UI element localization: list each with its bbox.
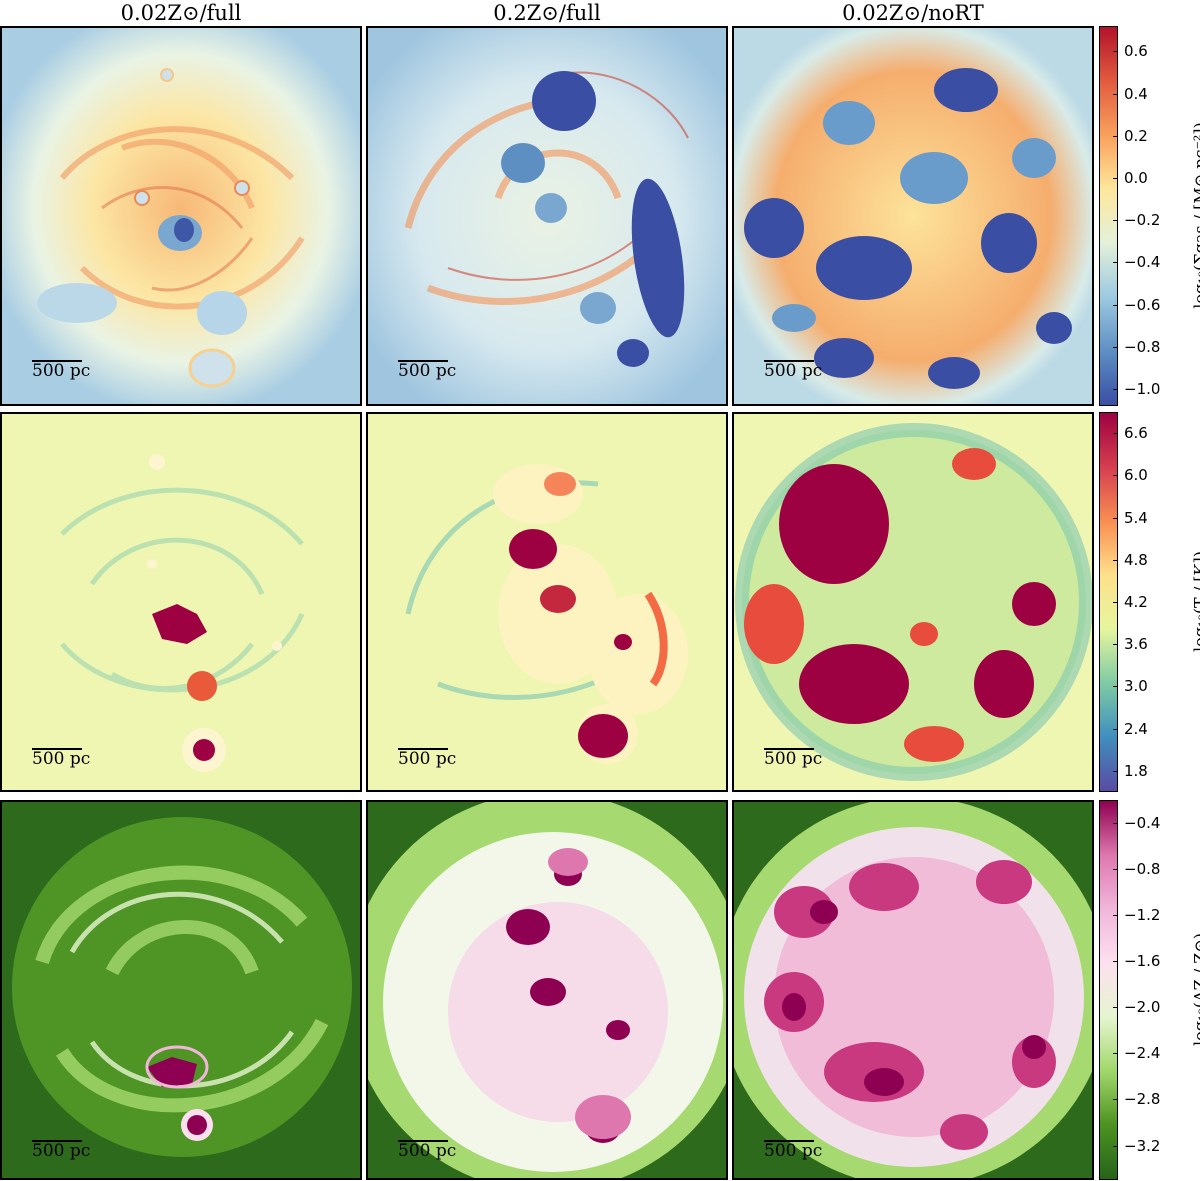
scale-bar-line bbox=[398, 748, 448, 750]
temperature-map-0p02-full: 500 pc bbox=[0, 412, 362, 792]
colorbar-tick-mark bbox=[1113, 602, 1118, 603]
colorbar-tick-label: −3.2 bbox=[1124, 1136, 1161, 1155]
colorbar-tick-label: 4.2 bbox=[1124, 593, 1148, 611]
sigma-gas-colorbar bbox=[1099, 26, 1118, 406]
colorbar-tick-mark bbox=[1113, 304, 1118, 306]
colorbar-tick-label: −0.4 bbox=[1124, 814, 1161, 832]
colorbar-tick-mark bbox=[1113, 823, 1118, 824]
scale-bar-label: 500 pc bbox=[764, 1141, 823, 1161]
colorbar-tick-mark bbox=[1113, 93, 1118, 95]
colorbar-tick-label: −2.0 bbox=[1124, 998, 1161, 1017]
colorbar-tick-mark bbox=[1113, 728, 1118, 730]
colorbar-tick-label: −1.6 bbox=[1124, 952, 1161, 971]
scale-bar-label: 500 pc bbox=[32, 1141, 91, 1161]
colorbar-tick-mark bbox=[1113, 346, 1118, 348]
colorbar-tick-label: 6.0 bbox=[1124, 466, 1148, 485]
colorbar-tick-label: 2.4 bbox=[1124, 719, 1148, 738]
sigma-gas-colorbar-label: log₁₀(Σgas / [M⊙ pc⁻²]) bbox=[1190, 122, 1200, 309]
scale-bar-label: 500 pc bbox=[398, 361, 457, 381]
colorbar-tick-label: −0.8 bbox=[1124, 860, 1161, 879]
colorbar-tick-label: −2.4 bbox=[1124, 1044, 1161, 1063]
sigma-gas-map-0p2-full: 500 pc bbox=[366, 26, 728, 406]
metallicity-map-0p02-full: 500 pc bbox=[0, 800, 362, 1180]
colorbar-tick-mark bbox=[1113, 178, 1118, 179]
metallicity-colorbar bbox=[1099, 800, 1118, 1180]
colorbar-tick-mark bbox=[1113, 475, 1118, 477]
scale-bar-label: 500 pc bbox=[764, 361, 823, 381]
scale-bar-label: 500 pc bbox=[764, 749, 823, 769]
colorbar-tick-mark bbox=[1113, 1099, 1118, 1101]
colorbar-tick-mark bbox=[1113, 686, 1118, 688]
scale-bar-line bbox=[764, 360, 814, 362]
column-title-2: 0.2Z⊙/full bbox=[493, 1, 601, 25]
colorbar-tick-mark bbox=[1113, 517, 1118, 519]
sigma-gas-map-0p02-nort: 500 pc bbox=[732, 26, 1094, 406]
scale-bar-line bbox=[764, 748, 814, 750]
colorbar-tick-label: −0.4 bbox=[1124, 253, 1161, 272]
colorbar-tick-mark bbox=[1113, 915, 1118, 917]
scale-bar-label: 500 pc bbox=[398, 1141, 457, 1161]
colorbar-tick-label: 5.4 bbox=[1124, 508, 1148, 527]
scale-bar-label: 500 pc bbox=[32, 361, 91, 381]
colorbar-tick-mark bbox=[1113, 869, 1118, 871]
temperature-map-0p02-nort: 500 pc bbox=[732, 412, 1094, 792]
colorbar-tick-mark bbox=[1113, 961, 1118, 963]
colorbar-tick-mark bbox=[1113, 1007, 1118, 1009]
colorbar-tick-mark bbox=[1113, 770, 1118, 772]
scale-bar-line bbox=[32, 1140, 82, 1142]
colorbar-tick-label: 3.0 bbox=[1124, 677, 1148, 696]
colorbar-tick-mark bbox=[1113, 220, 1118, 222]
colorbar-tick-mark bbox=[1113, 51, 1118, 53]
colorbar-tick-label: 0.6 bbox=[1124, 42, 1148, 61]
sigma-gas-map-0p02-full: 500 pc bbox=[0, 26, 362, 406]
scale-bar-line bbox=[764, 1140, 814, 1142]
temperature-map-0p2-full: 500 pc bbox=[366, 412, 728, 792]
colorbar-tick-label: −1.2 bbox=[1124, 906, 1161, 925]
colorbar-tick-label: −1.0 bbox=[1124, 380, 1161, 399]
scale-bar-label: 500 pc bbox=[32, 749, 91, 769]
colorbar-tick-mark bbox=[1113, 389, 1118, 391]
temperature-colorbar-label: log₁₀(T / [K]) bbox=[1190, 551, 1200, 652]
scale-bar-line bbox=[32, 748, 82, 750]
colorbar-tick-mark bbox=[1113, 135, 1118, 137]
scale-bar-line bbox=[32, 360, 82, 362]
colorbar-tick-label: 1.8 bbox=[1124, 761, 1148, 780]
column-title-1: 0.02Z⊙/full bbox=[120, 1, 242, 25]
colorbar-tick-mark bbox=[1113, 1053, 1118, 1055]
scale-bar-label: 500 pc bbox=[398, 749, 457, 769]
colorbar-tick-label: 0.4 bbox=[1124, 84, 1148, 103]
metallicity-colorbar-label: log₁₀(ΔZ / Z⊙) bbox=[1190, 932, 1200, 1047]
column-title-3: 0.02Z⊙/noRT bbox=[842, 1, 984, 25]
metallicity-map-0p02-nort: 500 pc bbox=[732, 800, 1094, 1180]
colorbar-tick-mark bbox=[1113, 262, 1118, 264]
colorbar-tick-label: −2.8 bbox=[1124, 1090, 1161, 1109]
colorbar-tick-mark bbox=[1113, 559, 1118, 561]
colorbar-tick-mark bbox=[1113, 433, 1118, 435]
colorbar-tick-label: −0.6 bbox=[1124, 295, 1161, 314]
colorbar-tick-label: 0.2 bbox=[1124, 126, 1148, 145]
scale-bar-line bbox=[398, 360, 448, 362]
scale-bar-line bbox=[398, 1140, 448, 1142]
colorbar-tick-mark bbox=[1113, 1145, 1118, 1147]
colorbar-tick-label: 3.6 bbox=[1124, 635, 1148, 654]
colorbar-tick-label: −0.2 bbox=[1124, 211, 1161, 230]
colorbar-tick-label: 6.6 bbox=[1124, 424, 1148, 443]
colorbar-tick-label: 4.8 bbox=[1124, 550, 1148, 569]
colorbar-tick-label: −0.8 bbox=[1124, 337, 1161, 356]
colorbar-tick-label: 0.0 bbox=[1124, 169, 1148, 187]
metallicity-map-0p2-full: 500 pc bbox=[366, 800, 728, 1180]
colorbar-tick-mark bbox=[1113, 644, 1118, 646]
